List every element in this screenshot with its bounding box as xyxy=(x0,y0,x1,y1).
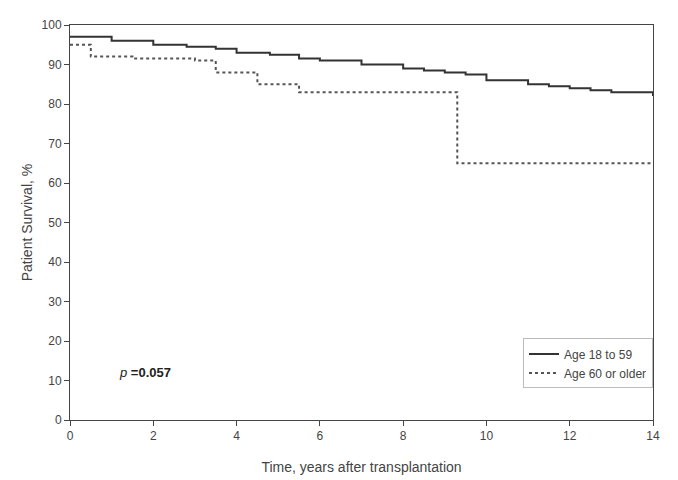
svg-text:100: 100 xyxy=(42,18,62,32)
svg-text:70: 70 xyxy=(48,137,62,151)
svg-text:14: 14 xyxy=(646,429,660,443)
svg-text:90: 90 xyxy=(48,58,62,72)
svg-text:Time, years after transplantat: Time, years after transplantation xyxy=(261,459,461,475)
svg-text:50: 50 xyxy=(48,216,62,230)
svg-text:10: 10 xyxy=(48,374,62,388)
svg-text:8: 8 xyxy=(400,429,407,443)
svg-text:30: 30 xyxy=(48,295,62,309)
svg-text:60: 60 xyxy=(48,176,62,190)
svg-text:10: 10 xyxy=(480,429,494,443)
svg-text:6: 6 xyxy=(317,429,324,443)
svg-text:4: 4 xyxy=(233,429,240,443)
svg-text:12: 12 xyxy=(563,429,577,443)
svg-text:Age 60 or older: Age 60 or older xyxy=(564,367,646,381)
svg-text:Patient Survival, %: Patient Survival, % xyxy=(19,164,35,282)
svg-text:p =0.057: p =0.057 xyxy=(119,365,171,380)
svg-text:0: 0 xyxy=(67,429,74,443)
svg-text:Age 18 to 59: Age 18 to 59 xyxy=(564,348,632,362)
svg-text:80: 80 xyxy=(48,97,62,111)
svg-text:40: 40 xyxy=(48,255,62,269)
svg-text:20: 20 xyxy=(48,334,62,348)
svg-text:2: 2 xyxy=(150,429,157,443)
svg-text:0: 0 xyxy=(55,413,62,427)
